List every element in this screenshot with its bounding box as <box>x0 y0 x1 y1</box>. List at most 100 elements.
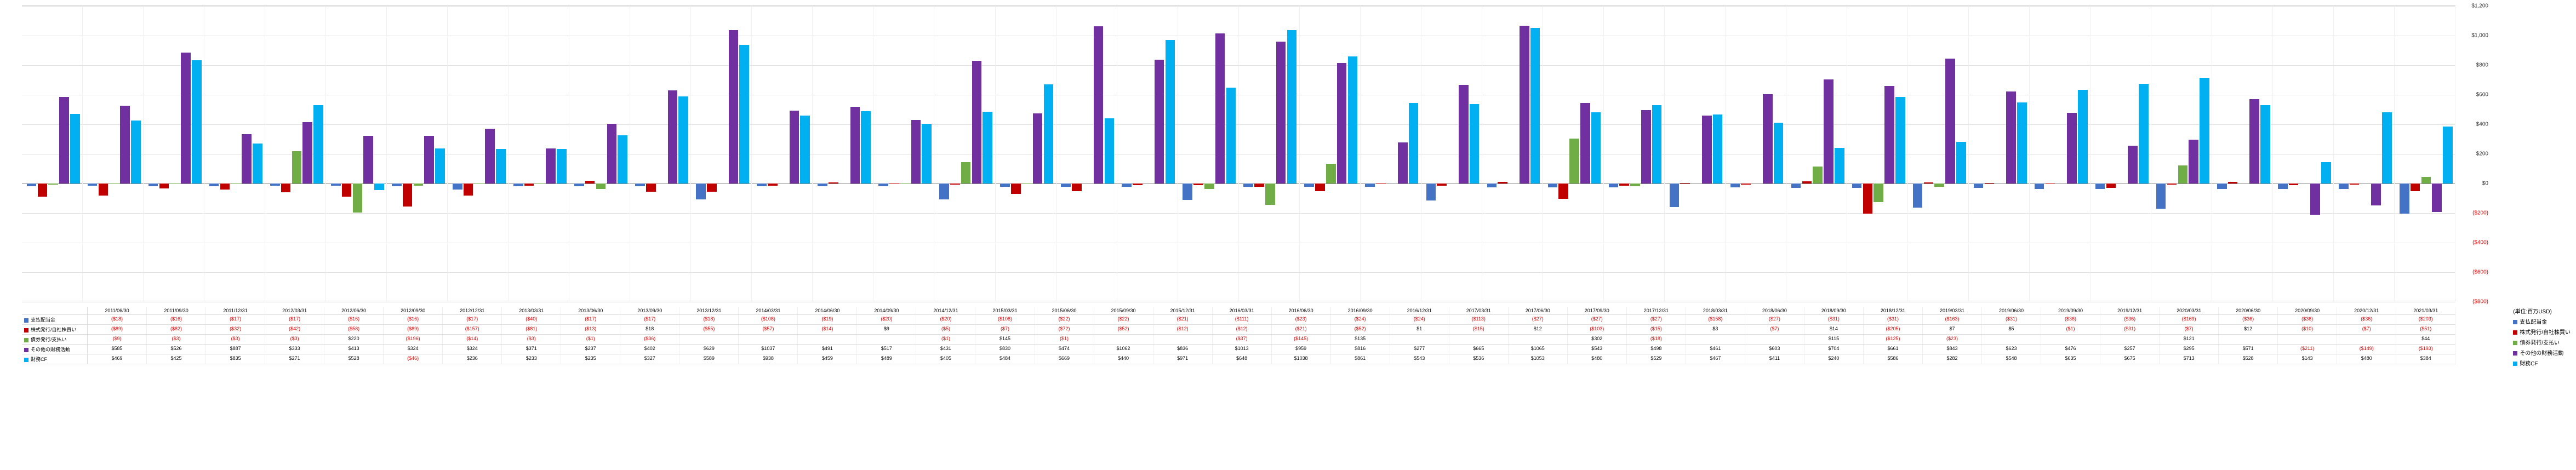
bar-株式発行/自社株買い <box>524 184 534 186</box>
bar-株式発行/自社株買い <box>2411 184 2420 191</box>
bar-その他の財務活動 <box>2432 184 2442 212</box>
legend-item: 株式発行/自社株買い <box>2513 328 2571 336</box>
bar-その他の財務活動 <box>2249 99 2259 184</box>
bar-その他の財務活動 <box>1398 142 1408 184</box>
bar-財務CF <box>557 149 567 184</box>
bar-債券発行/支払い <box>48 184 58 185</box>
bar-株式発行/自社株買い <box>950 184 960 185</box>
bar-支払配当金 <box>2217 184 2227 189</box>
bar-その他の財務活動 <box>607 124 617 184</box>
bar-財務CF <box>739 45 749 184</box>
bar-財務CF <box>1226 88 1236 184</box>
bar-その他の財務活動 <box>1276 42 1286 184</box>
bar-財務CF <box>1287 30 1297 184</box>
bar-財務CF <box>2017 102 2027 184</box>
bar-支払配当金 <box>1061 184 1071 187</box>
bar-財務CF <box>1530 28 1540 184</box>
bar-支払配当金 <box>2095 184 2105 189</box>
bar-株式発行/自社株買い <box>1558 184 1568 199</box>
bar-債券発行/支払い <box>292 151 302 184</box>
bar-株式発行/自社株買い <box>1315 184 1325 191</box>
bar-支払配当金 <box>1487 184 1497 187</box>
legend-item: 債券発行/支払い <box>2513 338 2571 346</box>
bar-その他の財務活動 <box>911 120 921 184</box>
bar-支払配当金 <box>939 184 949 199</box>
bar-支払配当金 <box>2035 184 2044 189</box>
bar-債券発行/支払い <box>1204 184 1214 189</box>
bar-支払配当金 <box>696 184 706 199</box>
legend-item: その他の財務活動 <box>2513 348 2571 357</box>
bar-支払配当金 <box>331 184 341 186</box>
bar-支払配当金 <box>453 184 462 190</box>
bar-支払配当金 <box>1791 184 1801 188</box>
bar-その他の財務活動 <box>1763 94 1773 184</box>
bar-その他の財務活動 <box>1702 116 1712 184</box>
bar-財務CF <box>1895 97 1905 184</box>
bar-その他の財務活動 <box>2310 184 2320 215</box>
bar-その他の財務活動 <box>1884 86 1894 184</box>
bar-株式発行/自社株買い <box>281 184 291 192</box>
bar-その他の財務活動 <box>242 134 252 184</box>
bar-支払配当金 <box>1730 184 1740 187</box>
bar-株式発行/自社株買い <box>159 184 169 188</box>
bar-株式発行/自社株買い <box>1437 184 1447 186</box>
bar-債券発行/支払い <box>1630 184 1640 186</box>
bar-支払配当金 <box>1365 184 1375 187</box>
bar-その他の財務活動 <box>1337 63 1347 184</box>
bar-その他の財務活動 <box>972 61 982 184</box>
bar-その他の財務活動 <box>2006 91 2016 184</box>
bar-その他の財務活動 <box>1824 79 1834 184</box>
bar-その他の財務活動 <box>302 122 312 184</box>
bar-財務CF <box>192 60 202 184</box>
bar-その他の財務活動 <box>2128 146 2138 184</box>
bar-支払配当金 <box>1000 184 1010 187</box>
bar-財務CF <box>1105 118 1115 184</box>
unit-label: (単位:百万USD) <box>2513 307 2571 315</box>
bar-財務CF <box>983 112 992 184</box>
bar-株式発行/自社株買い <box>1619 184 1629 186</box>
bar-株式発行/自社株買い <box>1863 184 1873 214</box>
bar-株式発行/自社株買い <box>1133 184 1143 185</box>
bar-財務CF <box>1713 114 1723 184</box>
bar-その他の財務活動 <box>1520 26 1529 184</box>
bar-支払配当金 <box>1183 184 1192 200</box>
bar-債券発行/支払い <box>1813 167 1823 184</box>
bar-支払配当金 <box>392 184 402 186</box>
bar-支払配当金 <box>270 184 280 186</box>
bar-その他の財務活動 <box>2067 113 2077 184</box>
bar-その他の財務活動 <box>1641 110 1651 184</box>
bar-その他の財務活動 <box>363 136 373 184</box>
bar-その他の財務活動 <box>120 106 130 184</box>
bar-支払配当金 <box>1913 184 1923 208</box>
bar-株式発行/自社株買い <box>2106 184 2116 188</box>
bar-その他の財務活動 <box>1580 103 1590 184</box>
bar-財務CF <box>2139 84 2149 184</box>
bar-支払配当金 <box>2339 184 2349 189</box>
bar-財務CF <box>1956 142 1966 184</box>
bar-株式発行/自社株買い <box>1680 183 1690 184</box>
bar-財務CF <box>374 184 384 190</box>
bar-財務CF <box>253 144 262 184</box>
bar-株式発行/自社株買い <box>829 182 838 184</box>
bar-株式発行/自社株買い <box>1985 183 1995 184</box>
bar-支払配当金 <box>1304 184 1314 187</box>
bar-株式発行/自社株買い <box>403 184 413 207</box>
bar-その他の財務活動 <box>850 107 860 184</box>
bar-株式発行/自社株買い <box>1802 181 1812 184</box>
bar-債券発行/支払い <box>1874 184 1883 202</box>
bar-株式発行/自社株買い <box>707 184 717 192</box>
bar-財務CF <box>618 135 627 184</box>
bar-株式発行/自社株買い <box>2228 182 2238 184</box>
bar-支払配当金 <box>818 184 827 186</box>
bar-支払配当金 <box>88 184 98 186</box>
bar-支払配当金 <box>574 184 584 186</box>
bar-財務CF <box>131 121 141 184</box>
bar-その他の財務活動 <box>1215 33 1225 184</box>
bar-債券発行/支払い <box>2421 177 2431 184</box>
bar-その他の財務活動 <box>181 53 191 184</box>
legend-item: 支払配当金 <box>2513 317 2571 325</box>
bar-財務CF <box>496 149 506 184</box>
bar-財務CF <box>70 114 80 184</box>
bar-財務CF <box>1591 112 1601 184</box>
bar-支払配当金 <box>878 184 888 186</box>
